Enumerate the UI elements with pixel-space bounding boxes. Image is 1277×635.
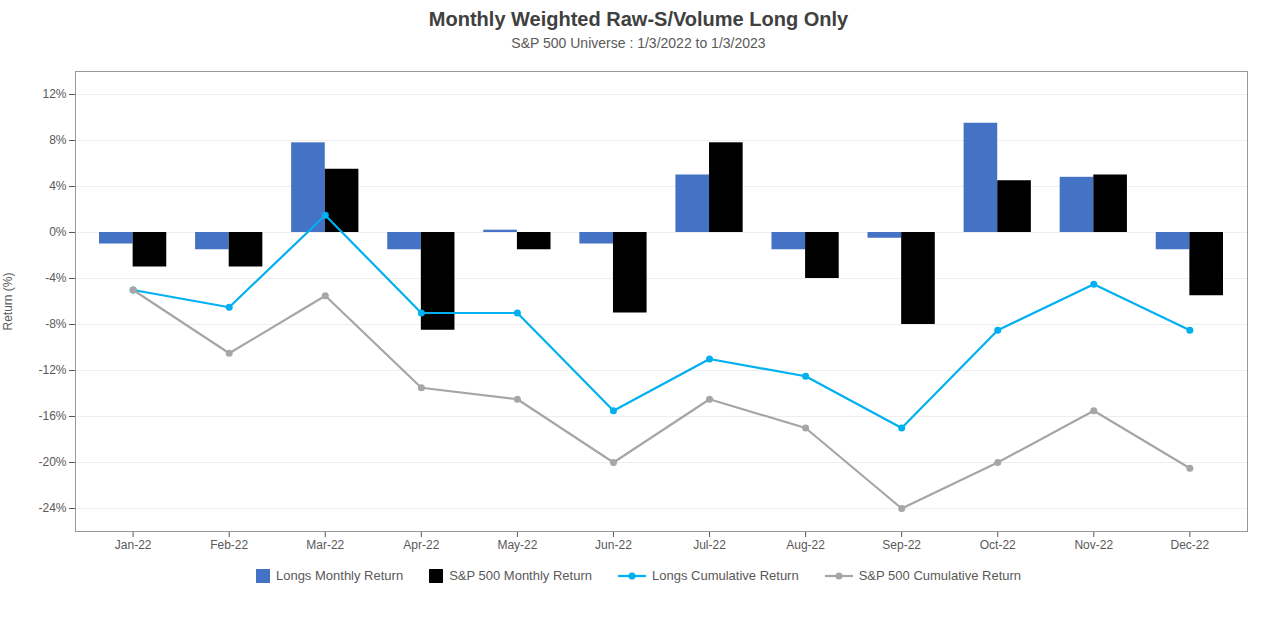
svg-text:8%: 8% (49, 133, 67, 147)
html-text:S&P 500 Universe : 1/3/2022 to: S&P 500 Universe : 1/3/2022 to 1/3/2023 (511, 35, 766, 51)
html-text:Monthly Weighted Raw-S/Volume: Monthly Weighted Raw-S/Volume Long Only (428, 8, 849, 30)
svg-text:Jul-22: Jul-22 (693, 538, 726, 552)
svg-text:12%: 12% (42, 87, 66, 101)
svg-text:-24%: -24% (38, 501, 66, 515)
svg-text:Sep-22: Sep-22 (882, 538, 921, 552)
svg-text:Jan-22: Jan-22 (115, 538, 152, 552)
svg-text:Mar-22: Mar-22 (306, 538, 344, 552)
svg-text:Return (%): Return (%) (1, 272, 15, 330)
svg-text:Jun-22: Jun-22 (595, 538, 632, 552)
svg-text:-20%: -20% (38, 455, 66, 469)
html-text:Longs Monthly Return: Longs Monthly Return (276, 568, 404, 583)
svg-text:Dec-22: Dec-22 (1171, 538, 1210, 552)
svg-text:-12%: -12% (38, 363, 66, 377)
svg-text:-4%: -4% (45, 271, 67, 285)
svg-text:-16%: -16% (38, 409, 66, 423)
svg-text:0%: 0% (49, 225, 67, 239)
html-text:S&P 500 Monthly Return: S&P 500 Monthly Return (449, 568, 592, 583)
svg-text:-8%: -8% (45, 317, 67, 331)
html-text:S&P 500 Cumulative Return: S&P 500 Cumulative Return (858, 568, 1021, 583)
svg-text:Feb-22: Feb-22 (210, 538, 248, 552)
svg-text:Apr-22: Apr-22 (403, 538, 439, 552)
svg-text:May-22: May-22 (497, 538, 537, 552)
svg-text:4%: 4% (49, 179, 67, 193)
html-text:Longs Cumulative Return: Longs Cumulative Return (652, 568, 799, 583)
svg-text:Aug-22: Aug-22 (786, 538, 825, 552)
svg-text:Nov-22: Nov-22 (1074, 538, 1113, 552)
svg-text:Oct-22: Oct-22 (980, 538, 1016, 552)
